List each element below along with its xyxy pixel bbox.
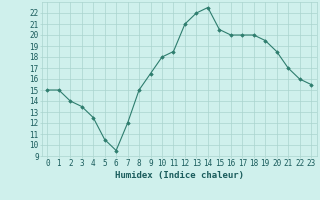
- X-axis label: Humidex (Indice chaleur): Humidex (Indice chaleur): [115, 171, 244, 180]
